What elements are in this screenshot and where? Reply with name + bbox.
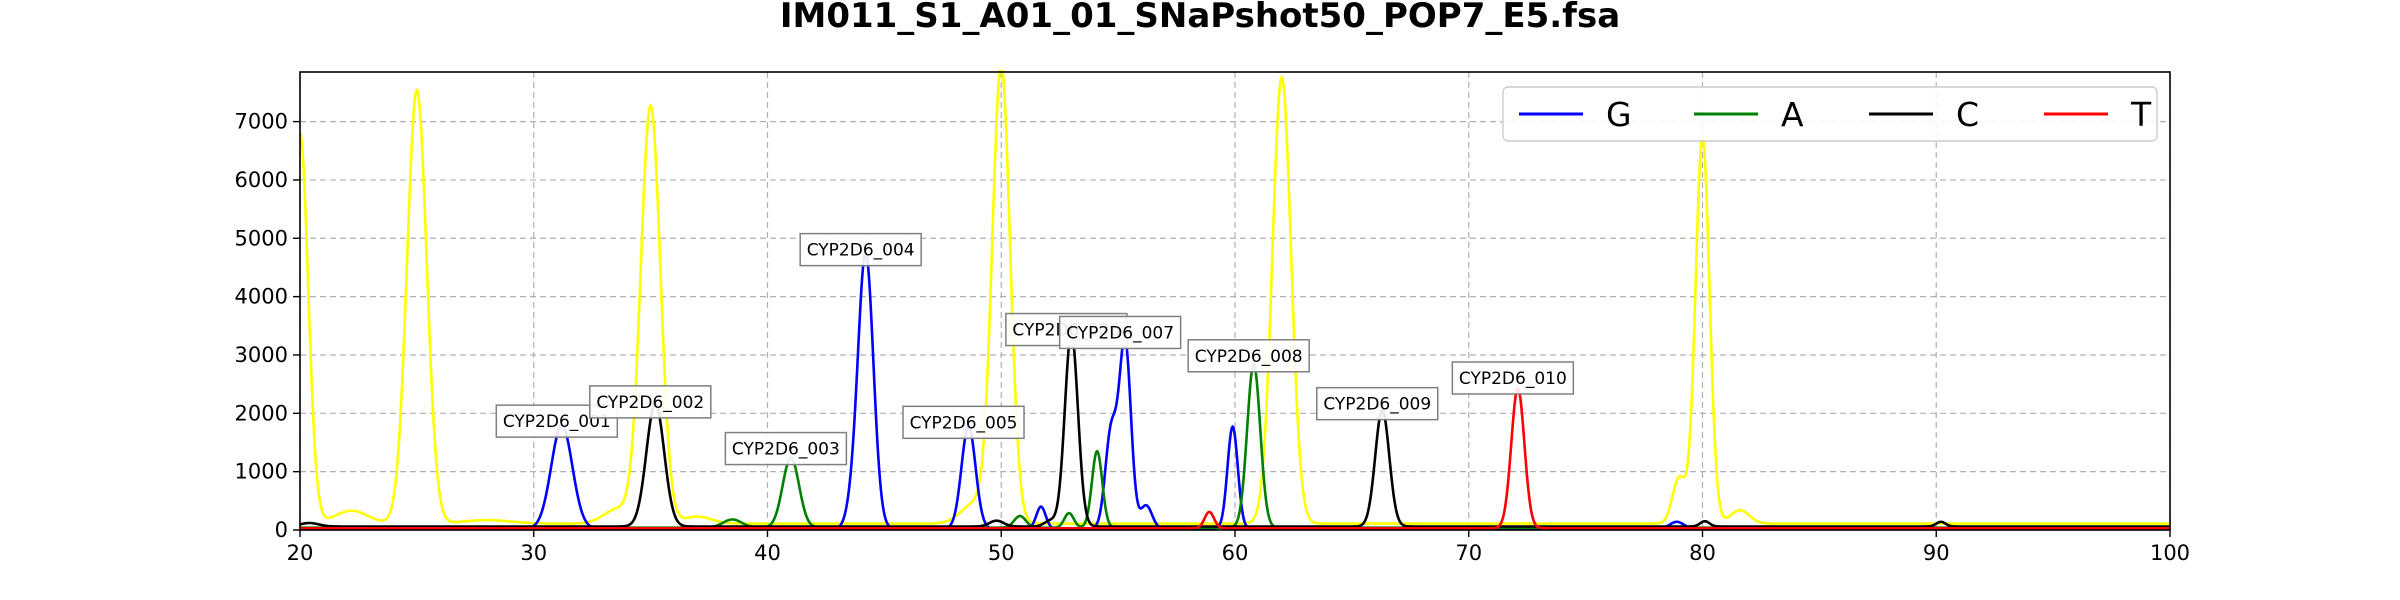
y-tick-label: 7000 bbox=[235, 110, 288, 134]
annotation-box bbox=[1058, 315, 1182, 350]
y-tick-label: 5000 bbox=[235, 226, 288, 250]
peak-annotation: CYP2D6_001 bbox=[495, 404, 619, 438]
annotation-box bbox=[799, 232, 922, 267]
x-tick-label: 40 bbox=[754, 541, 781, 565]
legend-entry: T bbox=[2130, 95, 2152, 134]
legend-entry: A bbox=[1781, 95, 1804, 134]
chart-title: IM011_S1_A01_01_SNaPshot50_POP7_E5.fsa bbox=[780, 0, 1620, 36]
annotation-label: CYP2D6_009 bbox=[1323, 395, 1431, 415]
annotation-label: CYP2D6_004 bbox=[807, 241, 915, 261]
annotation-label: CYP2D6_002 bbox=[596, 393, 704, 413]
annotation-label: CYP2D6_008 bbox=[1195, 347, 1303, 367]
legend-box bbox=[1502, 86, 2158, 142]
series-layer bbox=[300, 70, 2170, 530]
x-tick-label: 50 bbox=[988, 541, 1015, 565]
annotation-label: CYP2D6_005 bbox=[910, 413, 1018, 433]
annotation-label: CYP2D6_007 bbox=[1066, 323, 1174, 343]
x-tick-label: 80 bbox=[1689, 541, 1716, 565]
annotation-label: CYP2D6_001 bbox=[503, 412, 611, 432]
series-line-c bbox=[300, 330, 2170, 528]
annotation-box bbox=[724, 431, 848, 466]
peak-annotation: CYP2D6_008 bbox=[1187, 339, 1310, 373]
y-tick-label: 3000 bbox=[235, 343, 288, 367]
peak-annotation: CYP2D6_009 bbox=[1316, 386, 1439, 421]
axis-ticks: 20 30 40 50 60 70 80 90 100010002000300040005000… bbox=[235, 110, 2191, 565]
annotation-box bbox=[902, 405, 1025, 440]
annotation-box bbox=[1187, 339, 1310, 373]
x-tick-label: 30 bbox=[520, 541, 547, 565]
annotation-box bbox=[1316, 386, 1439, 421]
legend-entry: C bbox=[1956, 95, 1979, 134]
x-tick-label: 60 bbox=[1222, 541, 1249, 565]
x-tick-label: 90 bbox=[1923, 541, 1950, 565]
x-tick-label: 100 bbox=[2150, 541, 2190, 565]
peak-annotation: CYP2D6_010 bbox=[1451, 361, 1575, 395]
annotation-box bbox=[1451, 361, 1575, 395]
peak-annotation: CYP2D6_003 bbox=[724, 431, 848, 466]
series-line-t bbox=[300, 386, 2170, 530]
y-tick-label: 2000 bbox=[235, 401, 288, 425]
y-tick-label: 1000 bbox=[235, 460, 288, 484]
x-tick-label: 20 bbox=[287, 541, 314, 565]
annotation-label: CYP2D6_003 bbox=[732, 440, 840, 460]
y-tick-label: 0 bbox=[275, 518, 288, 542]
y-tick-label: 4000 bbox=[235, 285, 288, 309]
annotation-box bbox=[589, 385, 712, 419]
peak-annotation: CYP2D6_005 bbox=[902, 405, 1025, 440]
annotation-label: CYP2D6_010 bbox=[1459, 369, 1567, 389]
legend-entry: G bbox=[1606, 95, 1632, 134]
x-tick-label: 70 bbox=[1455, 541, 1482, 565]
y-tick-label: 6000 bbox=[235, 168, 288, 192]
peak-annotation: CYP2D6_004 bbox=[799, 232, 922, 267]
peak-annotation: CYP2D6_007 bbox=[1058, 315, 1182, 350]
peak-annotation: CYP2D6_002 bbox=[589, 385, 712, 419]
